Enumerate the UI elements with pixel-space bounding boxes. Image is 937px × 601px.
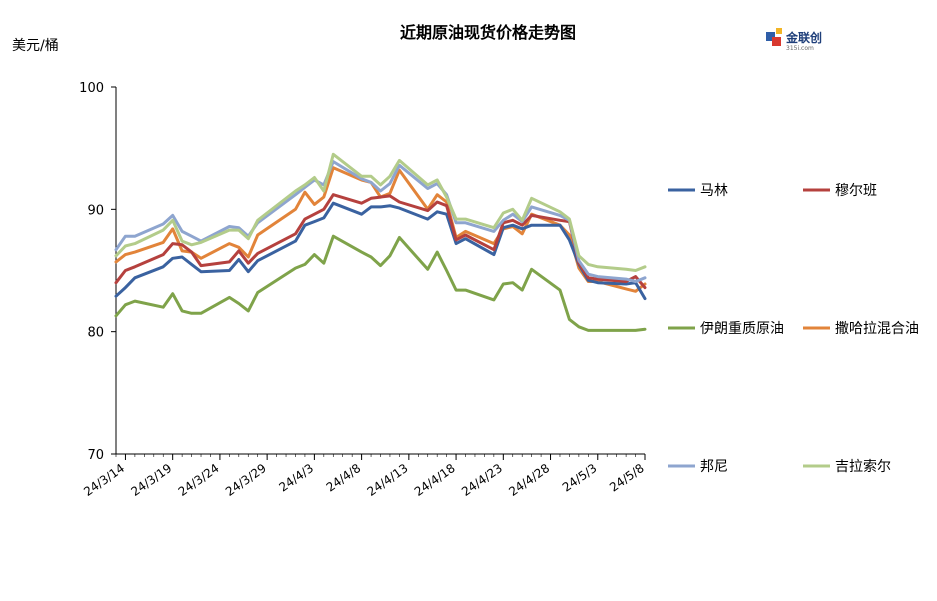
x-tick-label: 24/3/14: [81, 461, 127, 499]
x-tick-label: 24/4/3: [276, 461, 316, 495]
x-tick-label: 24/4/13: [365, 461, 411, 499]
y-tick-label: 90: [87, 203, 104, 218]
x-tick-label: 24/4/8: [324, 461, 364, 495]
y-tick-label: 80: [87, 326, 104, 341]
logo-text: 金联创: [785, 30, 822, 45]
x-tick-label: 24/3/19: [128, 461, 174, 499]
logo-subtext: 315i.com: [786, 45, 814, 52]
legend-item: 邦尼: [668, 459, 728, 475]
series-line-6: [114, 152, 647, 272]
series-line-5: [114, 160, 647, 283]
legend-item: 伊朗重质原油: [668, 321, 784, 337]
legend-label: 伊朗重质原油: [700, 321, 784, 337]
legend-label: 邦尼: [700, 459, 728, 475]
series-line-1: [114, 201, 647, 301]
series-line-3: [114, 234, 647, 332]
company-logo: 金联创 315i.com: [766, 28, 822, 52]
logo-mark-red: [772, 37, 781, 46]
legend-item: 撒哈拉混合油: [803, 321, 919, 337]
logo-mark-blue: [766, 32, 775, 41]
legend-label: 吉拉索尔: [835, 458, 891, 475]
x-tick-label: 24/5/8: [607, 461, 647, 495]
y-tick-label: 70: [87, 448, 104, 463]
x-tick-label: 24/3/29: [223, 461, 269, 499]
y-tick-label: 100: [79, 81, 104, 96]
logo-mark-yellow: [776, 28, 782, 34]
chart-title: 近期原油现货价格走势图: [400, 23, 576, 42]
legend-item: 穆尔班: [803, 183, 877, 199]
legend-label: 马林: [700, 183, 728, 199]
legend-item: 吉拉索尔: [803, 458, 891, 475]
legend-label: 撒哈拉混合油: [835, 321, 919, 337]
x-tick-label: 24/4/18: [412, 461, 458, 499]
legend-label: 穆尔班: [835, 183, 877, 199]
series-line-2: [114, 193, 647, 290]
legend-item: 马林: [668, 183, 728, 199]
x-tick-label: 24/5/3: [560, 461, 600, 495]
y-axis-unit-label: 美元/桶: [12, 38, 59, 54]
x-tick-label: 24/3/24: [176, 461, 222, 499]
x-tick-label: 24/4/23: [459, 461, 505, 499]
x-tick-label: 24/4/28: [506, 461, 552, 499]
